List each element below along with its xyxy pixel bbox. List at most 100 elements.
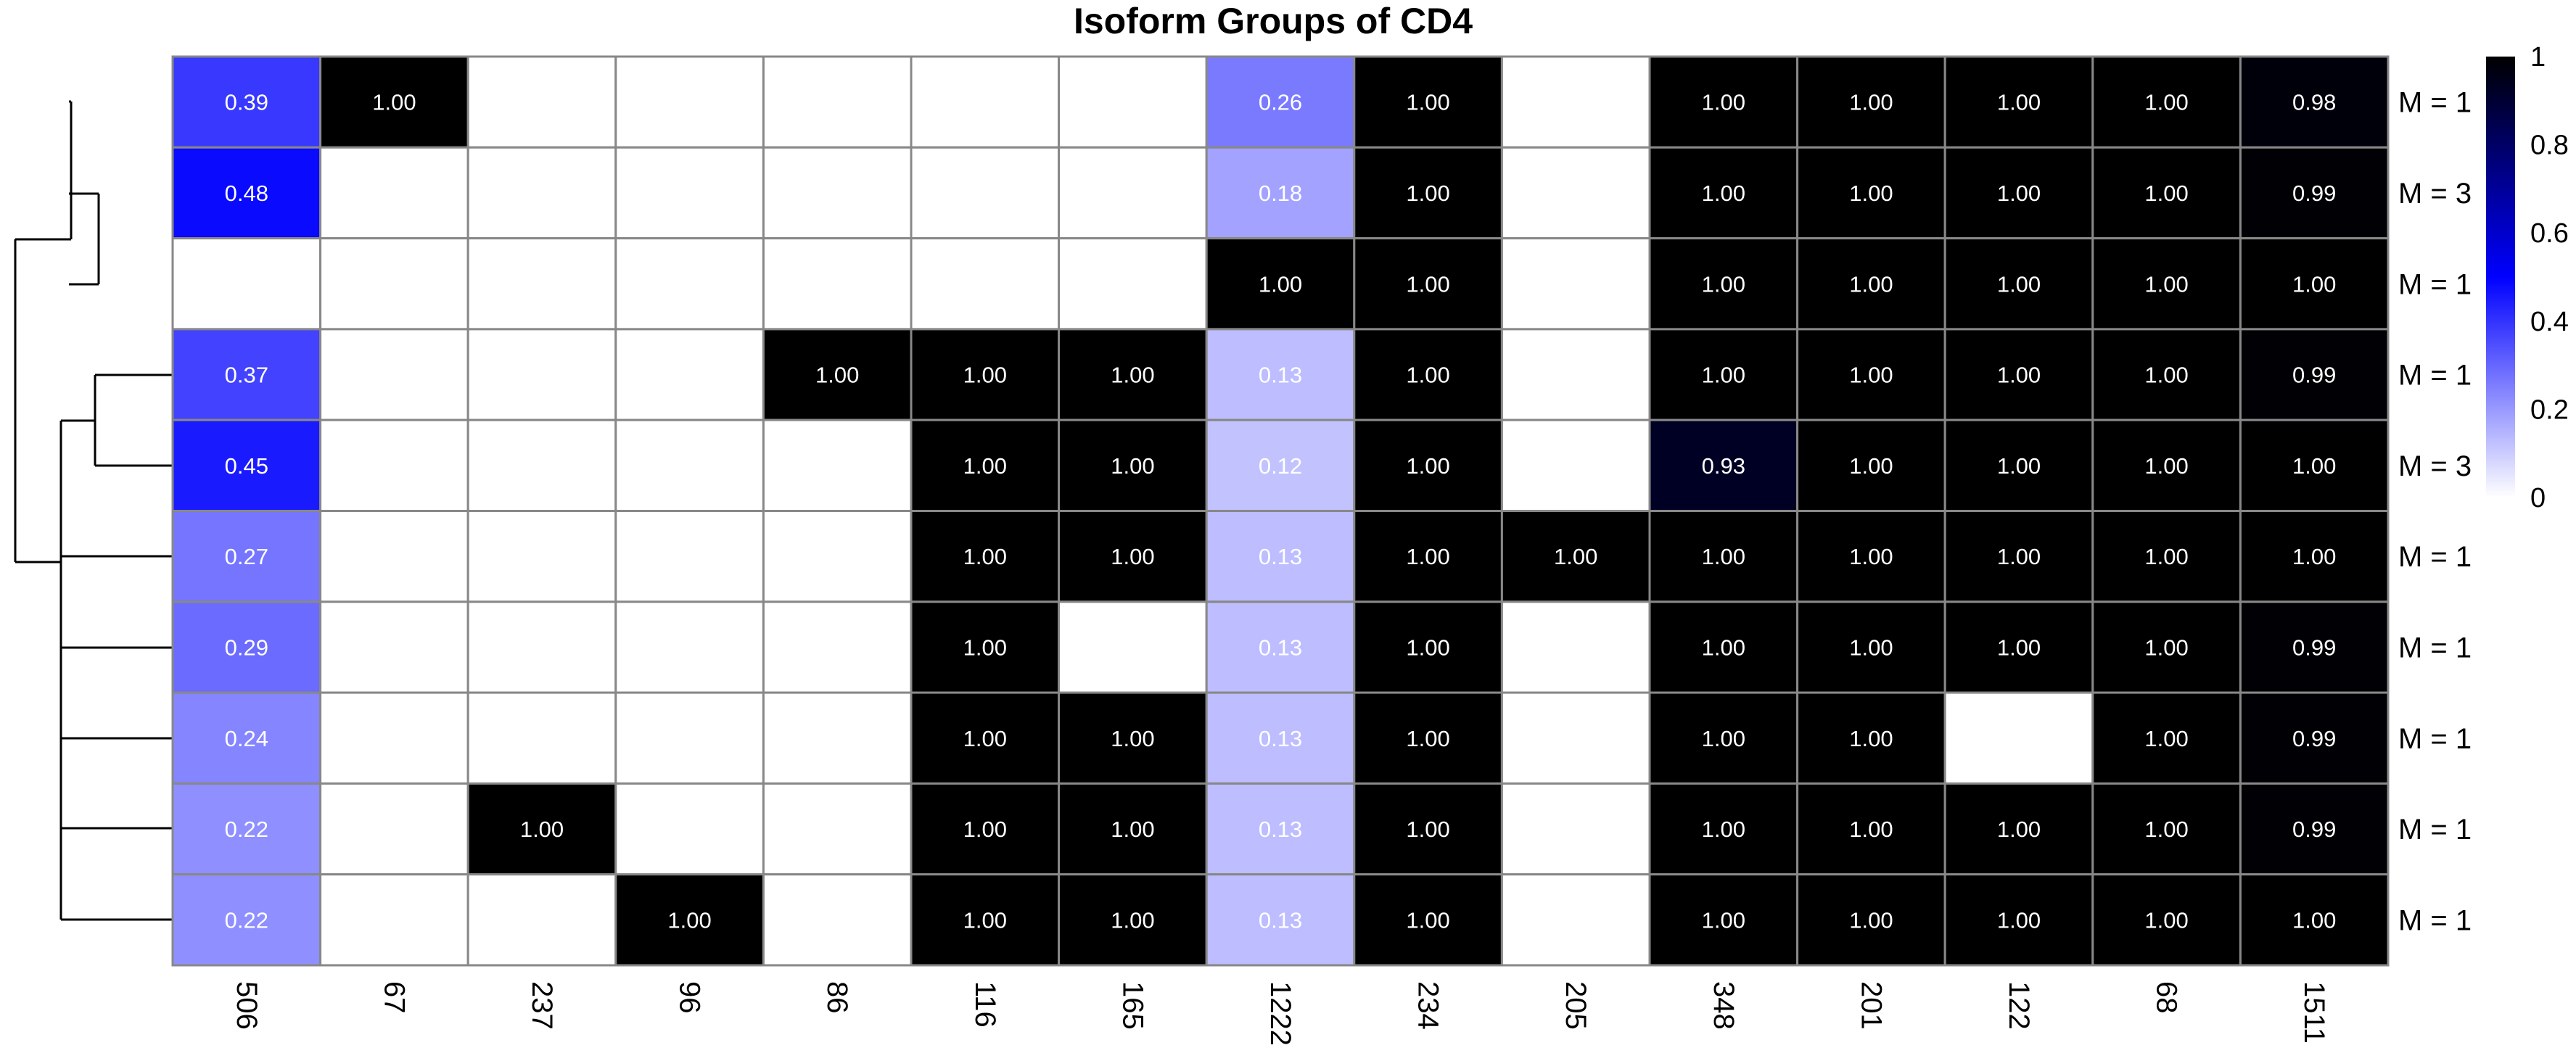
heatmap-cell	[1353, 510, 1503, 603]
cell-value-label: 1.00	[2144, 363, 2188, 388]
heatmap-cell	[910, 328, 1061, 421]
heatmap-cell	[171, 418, 322, 513]
heatmap-cell	[1500, 418, 1651, 513]
legend-tick-label: 0.4	[2530, 307, 2569, 337]
cell-value-label: 1.00	[1849, 90, 1893, 115]
cell-value-label: 1.00	[963, 817, 1007, 842]
cell-value-label: 0.13	[1259, 817, 1302, 842]
heatmap-cell	[1796, 691, 1946, 785]
heatmap-cell	[1058, 55, 1208, 149]
heatmap-cell	[1353, 146, 1503, 240]
heatmap-cell	[2239, 237, 2390, 331]
cell-value-label: 1.00	[1997, 271, 2041, 297]
cell-value-label: 1.00	[1406, 363, 1449, 388]
heatmap-cell	[910, 237, 1061, 331]
heatmap-cell	[2091, 146, 2242, 240]
heatmap-cell	[1648, 782, 1799, 876]
cell-value-label: 1.00	[1406, 181, 1449, 206]
legend-tick-label: 0.2	[2530, 395, 2569, 425]
cell-value-label: 1.00	[963, 635, 1007, 660]
heatmap-cell	[1796, 418, 1946, 513]
cell-value-label: 0.99	[2292, 181, 2336, 206]
column-label: 205	[1560, 981, 1592, 1030]
heatmap-cell	[1353, 691, 1503, 785]
heatmap-cell	[1648, 328, 1799, 421]
cell-value-label: 1.00	[1702, 90, 1745, 115]
heatmap-cell	[1500, 600, 1651, 694]
cell-value-label: 1.00	[1406, 544, 1449, 569]
heatmap-cell	[1500, 237, 1651, 331]
cell-value-label: 1.00	[1849, 181, 1893, 206]
cell-value-label: 1.00	[815, 363, 859, 388]
heatmap-cell	[2239, 418, 2390, 513]
cell-value-label: 1.00	[2144, 544, 2188, 569]
cell-value-label: 1.00	[963, 544, 1007, 569]
column-label: 234	[1412, 981, 1444, 1030]
heatmap-cell	[1205, 55, 1356, 149]
cell-value-label: 0.13	[1259, 363, 1302, 388]
cell-value-label: 0.99	[2292, 817, 2336, 842]
cell-value-label: 1.00	[1997, 181, 2041, 206]
cell-value-label: 0.39	[225, 90, 268, 115]
heatmap-cell	[1648, 237, 1799, 331]
heatmap-cell	[466, 237, 617, 331]
cell-value-label: 1.00	[963, 363, 1007, 388]
heatmap-cell	[614, 237, 765, 331]
cell-value-label: 1.00	[2144, 181, 2188, 206]
cell-value-label: 0.27	[225, 544, 268, 569]
heatmap-grid: 0.39 1.00 0.26 1.00 1.00 1.00 1.00 1.00 0.98 0.48…	[171, 55, 2390, 967]
heatmap-cell	[1648, 600, 1799, 694]
column-label: 116	[969, 981, 1001, 1028]
heatmap-cell	[319, 691, 469, 785]
heatmap-cell	[762, 55, 913, 149]
heatmap-cell	[1796, 146, 1946, 240]
heatmap-cell	[1500, 873, 1651, 967]
heatmap-cell	[762, 782, 913, 876]
row-label: M = 3	[2398, 178, 2472, 210]
cell-value-label: 1.00	[1406, 726, 1449, 751]
cell-value-label: 1.00	[2144, 817, 2188, 842]
cell-value-label: 1.00	[1111, 817, 1154, 842]
heatmap-cell	[466, 510, 617, 603]
color-legend: 1 0.8 0.6 0.4 0.2 0	[2486, 42, 2569, 513]
column-labels: 506 67 237 96 86 116 165 1222 234 205 348 201 122 68 1…	[231, 981, 2330, 1046]
heatmap-cell	[1500, 782, 1651, 876]
cell-value-label: 1.00	[1406, 90, 1449, 115]
cell-value-label: 1.00	[2292, 544, 2336, 569]
heatmap-cell	[1205, 328, 1356, 421]
column-label: 506	[231, 981, 263, 1030]
heatmap-cell	[1943, 691, 2094, 785]
heatmap-cell	[319, 510, 469, 603]
heatmap-cell	[1058, 237, 1208, 331]
cell-value-label: 1.00	[1997, 907, 2041, 933]
cell-value-label: 0.98	[2292, 90, 2336, 115]
heatmap-cell	[1058, 782, 1208, 876]
cell-value-label: 1.00	[1849, 363, 1893, 388]
column-label: 1511	[2298, 981, 2330, 1044]
heatmap-cell	[1205, 691, 1356, 785]
heatmap-cell	[171, 691, 322, 785]
heatmap-cell	[910, 782, 1061, 876]
cell-value-label: 0.48	[225, 181, 268, 206]
heatmap-cell	[171, 873, 322, 967]
column-label: 201	[1855, 981, 1887, 1030]
heatmap-cell	[319, 600, 469, 694]
heatmap-cell	[2239, 600, 2390, 694]
heatmap-cell	[1058, 328, 1208, 421]
legend-tick-label: 0	[2530, 483, 2546, 513]
heatmap-cell	[1500, 510, 1651, 603]
legend-color-bar	[2486, 57, 2515, 498]
heatmap-cell	[1500, 55, 1651, 149]
heatmap-cell	[762, 691, 913, 785]
heatmap-cell	[1058, 873, 1208, 967]
cell-value-label: 1.00	[1406, 817, 1449, 842]
cell-value-label: 0.93	[1702, 453, 1745, 479]
heatmap-cell	[1205, 418, 1356, 513]
cell-value-label: 0.26	[1259, 90, 1302, 115]
heatmap-cell	[614, 418, 765, 513]
row-label: M = 1	[2398, 541, 2472, 573]
heatmap-cell	[466, 328, 617, 421]
legend-ticks: 1 0.8 0.6 0.4 0.2 0	[2530, 42, 2569, 513]
heatmap-cell	[2239, 510, 2390, 603]
heatmap-cell	[171, 55, 322, 149]
